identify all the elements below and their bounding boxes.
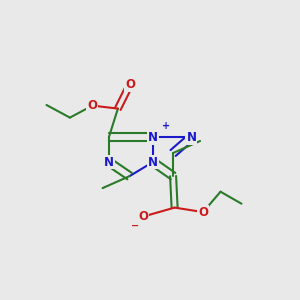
Text: O: O [125,78,135,91]
Text: O: O [87,99,98,112]
Text: N: N [148,155,158,169]
Text: O: O [198,206,208,219]
Text: N: N [186,130,197,144]
Text: N: N [104,155,114,169]
Text: +: + [161,121,170,131]
Text: N: N [148,130,158,144]
Text: O: O [138,210,148,223]
Text: −: − [130,220,139,231]
